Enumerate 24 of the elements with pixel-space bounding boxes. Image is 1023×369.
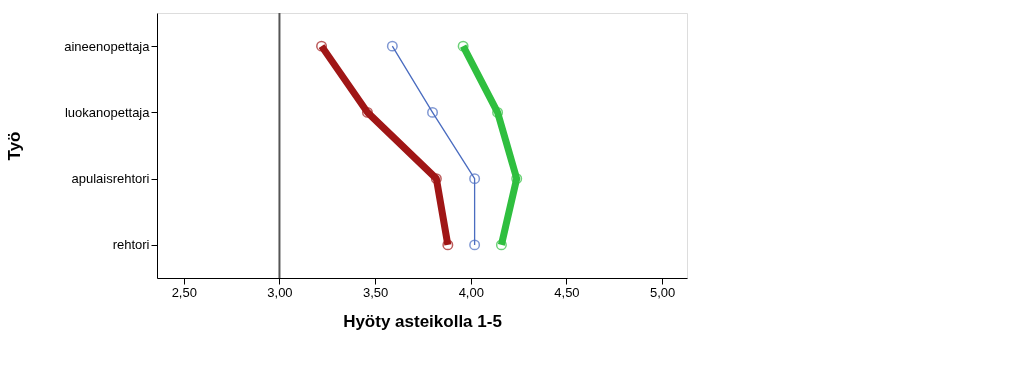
y-tick-label: apulaisrehtori (71, 171, 150, 187)
x-tick-label: 3,00 (267, 284, 293, 300)
point (361, 106, 373, 118)
point (316, 40, 328, 52)
x-axis-title: Hyöty asteikolla 1-5 (343, 311, 502, 331)
point (469, 239, 481, 251)
x-tick-label: 4,50 (554, 284, 580, 300)
point (457, 40, 469, 52)
x-tick-label: 2,50 (171, 284, 197, 300)
point (386, 40, 398, 52)
x-tick-label: 3,50 (362, 284, 389, 300)
point (469, 173, 481, 185)
y-axis-title: Työ (5, 131, 25, 161)
point (430, 173, 442, 185)
x-tick-label: 4,00 (458, 284, 484, 300)
y-tick-label: aineenopettaja (64, 38, 151, 54)
point (427, 106, 439, 118)
point (495, 239, 507, 251)
y-tick-label: rehtori (112, 237, 150, 253)
y-tick-label: luokanopettaja (64, 104, 151, 120)
point (492, 106, 504, 118)
x-tick-label: 5,00 (649, 284, 676, 300)
point (511, 173, 523, 185)
point (442, 239, 454, 251)
